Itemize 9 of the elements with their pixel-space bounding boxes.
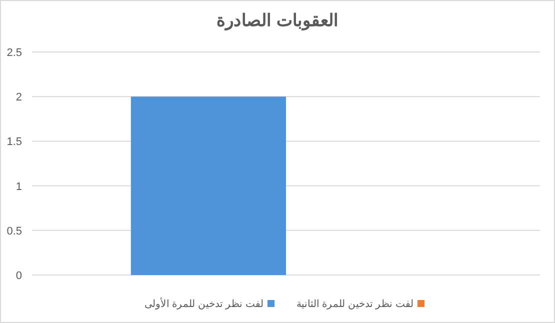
chart-title: العقوبات الصادرة (216, 11, 338, 31)
y-tick-label: 2 (16, 92, 22, 104)
y-tick-label: 0.5 (6, 225, 22, 238)
y-tick-label: 0 (16, 270, 22, 282)
y-tick-label: 1.5 (6, 136, 22, 148)
y-tick-label: 2.5 (6, 47, 22, 59)
legend-label: لفت نظر تدخين للمرة الأولى (144, 298, 264, 310)
y-tick-label: 1 (16, 180, 22, 193)
legend-label: لفت نظر تدخين للمرة الثانية (296, 299, 414, 310)
